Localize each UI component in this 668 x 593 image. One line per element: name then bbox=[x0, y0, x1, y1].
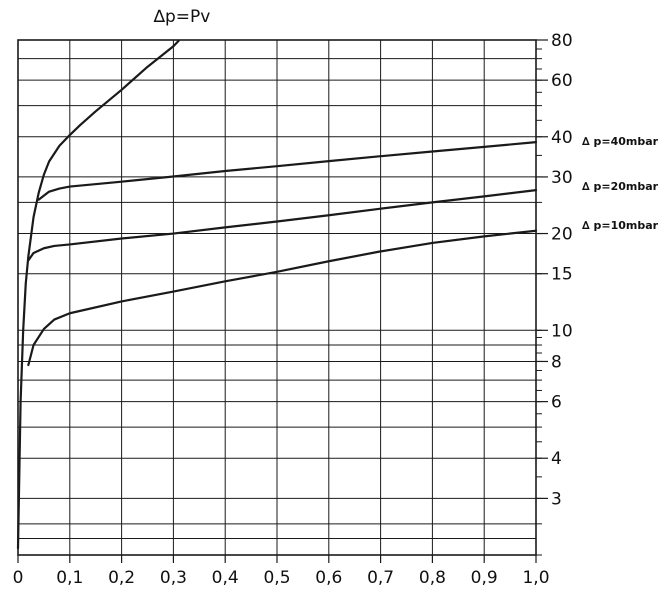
y-tick-label: 40 bbox=[551, 128, 573, 148]
x-tick-label: 0,4 bbox=[212, 568, 239, 588]
series-label: ∆ p=40mbar bbox=[582, 135, 659, 148]
x-tick-label: 0,5 bbox=[263, 568, 290, 588]
series-label: ∆ p=20mbar bbox=[582, 180, 659, 193]
y-tick-label: 8 bbox=[551, 352, 562, 372]
x-tick-label: 1,0 bbox=[522, 568, 549, 588]
y-tick-label: 10 bbox=[551, 321, 573, 341]
x-tick-label: 0,3 bbox=[160, 568, 187, 588]
series-layer bbox=[16, 39, 538, 550]
y-tick-label: 60 bbox=[551, 71, 573, 91]
x-tick-label: 0,8 bbox=[419, 568, 446, 588]
x-tick-label: 0,1 bbox=[56, 568, 83, 588]
y-tick-label: 3 bbox=[551, 489, 562, 509]
series-line bbox=[37, 141, 538, 201]
axes: 3 4 6 8 10 15 20 30 40 60 80 0 0,1 0,2 0,3 0,4 0,5 0,6 0,7… bbox=[13, 31, 573, 588]
series-line bbox=[27, 189, 538, 262]
x-tick-label: 0,9 bbox=[471, 568, 498, 588]
x-tick-label: 0,7 bbox=[367, 568, 394, 588]
y-tick-label: 20 bbox=[551, 225, 573, 245]
x-tick-label: 0,2 bbox=[108, 568, 135, 588]
grid bbox=[18, 40, 536, 555]
y-tick-label: 15 bbox=[551, 265, 573, 285]
y-tick-label: 80 bbox=[551, 31, 573, 51]
y-tick-label: 4 bbox=[551, 449, 562, 469]
y-tick-label: 30 bbox=[551, 168, 573, 188]
chart-title: ∆p=Pv bbox=[153, 7, 211, 27]
series-line bbox=[16, 39, 180, 550]
x-tick-label: 0,6 bbox=[315, 568, 342, 588]
x-tick-label: 0 bbox=[13, 568, 24, 588]
series-line bbox=[27, 229, 538, 367]
series-labels: ∆ p=40mbar ∆ p=20mbar ∆ p=10mbar bbox=[582, 135, 659, 232]
series-label: ∆ p=10mbar bbox=[582, 219, 659, 232]
y-tick-label: 6 bbox=[551, 393, 562, 413]
